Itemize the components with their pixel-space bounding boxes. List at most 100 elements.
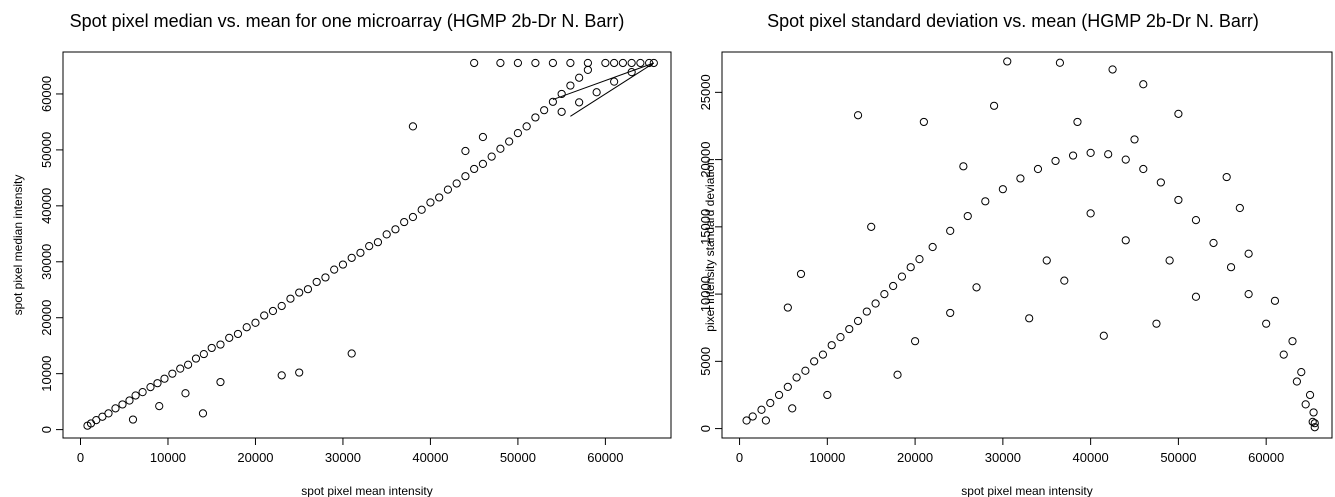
data-point bbox=[138, 388, 147, 397]
data-point bbox=[981, 197, 990, 206]
data-points bbox=[83, 58, 658, 430]
data-point bbox=[946, 308, 955, 318]
data-point bbox=[1121, 236, 1130, 245]
data-point bbox=[1025, 314, 1034, 323]
saturation-line bbox=[570, 62, 655, 117]
plot-frame bbox=[721, 51, 1333, 439]
x-tick-label: 0 bbox=[736, 450, 743, 465]
data-point bbox=[836, 333, 845, 342]
saturation-lines bbox=[552, 62, 655, 117]
data-point bbox=[1262, 319, 1271, 328]
data-point bbox=[557, 89, 566, 99]
data-point bbox=[1244, 289, 1253, 299]
y-tick-label: 5000 bbox=[698, 347, 713, 376]
x-tick-label: 60000 bbox=[1248, 450, 1284, 465]
data-point bbox=[1270, 296, 1280, 305]
data-point bbox=[548, 97, 557, 106]
data-point bbox=[788, 404, 797, 413]
data-point bbox=[531, 58, 540, 68]
x-tick-label: 50000 bbox=[500, 450, 536, 465]
chart-median-vs-mean: Spot pixel median vs. mean for one micro… bbox=[11, 11, 672, 497]
data-point bbox=[1209, 238, 1218, 248]
data-point bbox=[183, 360, 193, 369]
data-point bbox=[919, 117, 928, 127]
data-point bbox=[191, 354, 201, 363]
y-tick-label: 0 bbox=[39, 426, 54, 433]
data-point bbox=[853, 111, 863, 120]
data-point bbox=[972, 283, 981, 292]
data-point bbox=[242, 323, 251, 332]
data-point bbox=[592, 88, 601, 97]
data-point bbox=[810, 357, 819, 366]
data-point bbox=[131, 391, 140, 400]
data-point bbox=[910, 337, 920, 346]
data-point bbox=[1301, 400, 1310, 409]
data-point bbox=[1292, 377, 1301, 386]
data-point bbox=[792, 373, 801, 382]
data-point bbox=[268, 306, 278, 316]
data-point bbox=[176, 364, 185, 373]
data-point bbox=[796, 269, 806, 279]
x-tick-label: 10000 bbox=[809, 450, 845, 465]
data-point bbox=[111, 404, 120, 413]
data-point bbox=[1310, 423, 1319, 432]
y-tick-label: 50000 bbox=[39, 132, 54, 168]
data-point bbox=[557, 107, 566, 116]
data-point bbox=[216, 377, 225, 387]
data-point bbox=[1108, 65, 1117, 74]
data-point bbox=[207, 343, 216, 353]
data-point bbox=[1222, 172, 1231, 182]
x-axis-ticks: 0 10000 20000 30000 40000 50000 60000 bbox=[77, 438, 623, 465]
data-point bbox=[478, 159, 488, 168]
data-point bbox=[742, 416, 751, 425]
x-tick-label: 60000 bbox=[587, 450, 623, 465]
data-point bbox=[761, 416, 770, 425]
data-point bbox=[295, 368, 304, 377]
data-point bbox=[487, 152, 496, 161]
data-point bbox=[867, 222, 876, 231]
data-point bbox=[330, 265, 339, 274]
y-tick-label: 30000 bbox=[39, 244, 54, 280]
data-point bbox=[461, 172, 470, 181]
data-point bbox=[391, 225, 400, 234]
data-point bbox=[198, 409, 208, 418]
data-point bbox=[125, 396, 134, 405]
saturation-line bbox=[552, 62, 654, 101]
y-tick-label: 25000 bbox=[698, 74, 713, 110]
data-point bbox=[963, 211, 972, 221]
data-point bbox=[915, 255, 924, 264]
data-point bbox=[522, 122, 531, 131]
data-point bbox=[636, 58, 645, 68]
data-point bbox=[1310, 419, 1319, 428]
data-point bbox=[338, 260, 348, 269]
data-point bbox=[1086, 209, 1095, 218]
data-point bbox=[104, 409, 113, 418]
y-axis-ticks: 0 5000 10000 15000 20000 25000 bbox=[698, 74, 722, 432]
data-point bbox=[295, 288, 304, 297]
data-point bbox=[118, 400, 127, 409]
data-point bbox=[470, 58, 479, 68]
data-point bbox=[1099, 331, 1108, 340]
data-point bbox=[155, 402, 164, 411]
data-point bbox=[827, 341, 836, 350]
data-point bbox=[1033, 164, 1043, 174]
data-point bbox=[783, 382, 792, 391]
data-point bbox=[513, 129, 523, 138]
data-point bbox=[321, 273, 330, 282]
data-point bbox=[356, 248, 365, 257]
data-point bbox=[1139, 164, 1148, 174]
data-point bbox=[1156, 178, 1165, 187]
data-point bbox=[1073, 117, 1082, 127]
data-point bbox=[303, 285, 313, 294]
data-point bbox=[566, 58, 575, 68]
data-point bbox=[1174, 109, 1183, 118]
data-point bbox=[1139, 80, 1148, 89]
data-point bbox=[748, 412, 757, 421]
data-point bbox=[871, 299, 880, 308]
data-point bbox=[627, 58, 636, 68]
data-point bbox=[1191, 292, 1201, 301]
data-point bbox=[1121, 155, 1130, 164]
data-point bbox=[1235, 203, 1244, 213]
data-point bbox=[801, 366, 810, 375]
